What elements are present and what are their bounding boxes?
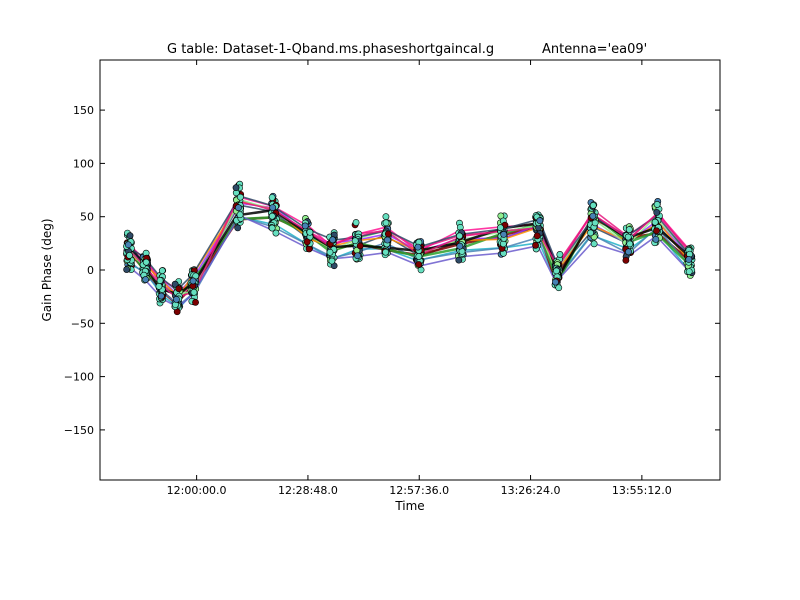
data-point bbox=[352, 219, 360, 226]
data-point bbox=[237, 193, 244, 201]
data-point bbox=[126, 232, 134, 240]
data-point bbox=[356, 242, 364, 250]
x-tick-label: 12:57:36.0 bbox=[389, 484, 449, 497]
data-point bbox=[500, 230, 508, 238]
y-tick-label: 50 bbox=[80, 211, 94, 224]
data-point bbox=[126, 251, 133, 259]
data-point bbox=[533, 232, 541, 240]
data-point bbox=[384, 230, 392, 238]
data-point bbox=[156, 277, 164, 284]
data-point bbox=[555, 284, 563, 292]
data-point bbox=[552, 278, 559, 286]
data-point bbox=[622, 256, 630, 264]
data-point bbox=[269, 204, 277, 212]
data-point bbox=[305, 245, 313, 253]
data-point bbox=[653, 209, 661, 216]
data-point bbox=[142, 258, 150, 266]
data-point bbox=[142, 276, 150, 283]
data-point bbox=[415, 253, 423, 260]
y-tick-label: 150 bbox=[73, 104, 94, 117]
data-point bbox=[553, 267, 560, 275]
data-point bbox=[155, 282, 163, 290]
data-point bbox=[685, 256, 693, 263]
data-point bbox=[158, 267, 166, 275]
data-point bbox=[236, 211, 244, 219]
data-point bbox=[685, 268, 693, 275]
data-point bbox=[590, 240, 598, 248]
data-point bbox=[651, 218, 659, 226]
data-point bbox=[190, 288, 198, 296]
data-point bbox=[587, 229, 594, 237]
data-point bbox=[171, 280, 179, 288]
x-tick-label: 12:28:48.0 bbox=[278, 484, 338, 497]
data-point bbox=[329, 236, 337, 244]
data-point bbox=[384, 236, 391, 244]
data-point bbox=[455, 256, 463, 264]
y-tick-label: 0 bbox=[87, 264, 94, 277]
data-point bbox=[625, 226, 633, 234]
data-point bbox=[326, 248, 334, 256]
data-point bbox=[589, 202, 597, 209]
data-point bbox=[589, 212, 597, 220]
x-tick-label: 13:55:12.0 bbox=[612, 484, 672, 497]
antenna-label: Antenna='ea09' bbox=[542, 42, 647, 57]
series-layer bbox=[123, 180, 696, 316]
data-point bbox=[157, 292, 165, 300]
data-point bbox=[268, 212, 276, 220]
data-point bbox=[328, 257, 336, 265]
data-point bbox=[456, 232, 463, 240]
data-point bbox=[653, 227, 660, 235]
y-tick-label: 100 bbox=[73, 157, 94, 170]
data-point bbox=[272, 229, 280, 237]
data-point bbox=[382, 213, 390, 221]
data-point bbox=[303, 238, 311, 246]
y-tick-label: −50 bbox=[71, 317, 94, 330]
data-point bbox=[306, 228, 314, 236]
data-point bbox=[626, 240, 634, 248]
y-tick-label: −100 bbox=[64, 371, 94, 384]
y-axis-label: Gain Phase (deg) bbox=[40, 218, 54, 321]
data-point bbox=[652, 235, 660, 243]
data-point bbox=[175, 285, 183, 293]
data-point bbox=[268, 224, 276, 232]
data-point bbox=[232, 184, 240, 192]
data-point bbox=[536, 217, 544, 225]
data-point bbox=[653, 201, 661, 208]
data-point bbox=[556, 251, 564, 258]
data-point bbox=[382, 248, 390, 256]
data-point bbox=[415, 261, 423, 268]
data-point bbox=[532, 241, 539, 249]
data-point bbox=[189, 277, 197, 285]
data-point bbox=[354, 252, 361, 260]
plot-title: G table: Dataset-1-Qband.ms.phaseshortga… bbox=[167, 42, 494, 57]
data-point bbox=[456, 242, 464, 250]
y-tick-label: −150 bbox=[64, 424, 94, 437]
data-point bbox=[382, 219, 390, 227]
data-point bbox=[351, 237, 359, 245]
ticks-layer: −150 −100 −50 0 50 100 150 12:00:00.0 12:28:48.0… bbox=[64, 60, 720, 497]
data-point bbox=[591, 219, 599, 227]
data-point bbox=[124, 241, 132, 249]
data-point bbox=[414, 243, 422, 251]
data-point bbox=[268, 194, 276, 201]
data-point bbox=[173, 296, 180, 303]
data-point bbox=[192, 298, 199, 306]
x-tick-label: 12:00:00.0 bbox=[167, 484, 227, 497]
data-point bbox=[301, 222, 309, 230]
data-point bbox=[624, 233, 632, 241]
data-point bbox=[497, 224, 504, 232]
data-point bbox=[235, 204, 242, 212]
data-point bbox=[234, 224, 242, 232]
x-tick-label: 13:26:24.0 bbox=[501, 484, 561, 497]
data-point bbox=[123, 266, 131, 273]
data-point bbox=[625, 248, 632, 256]
x-axis-label: Time bbox=[394, 499, 424, 513]
